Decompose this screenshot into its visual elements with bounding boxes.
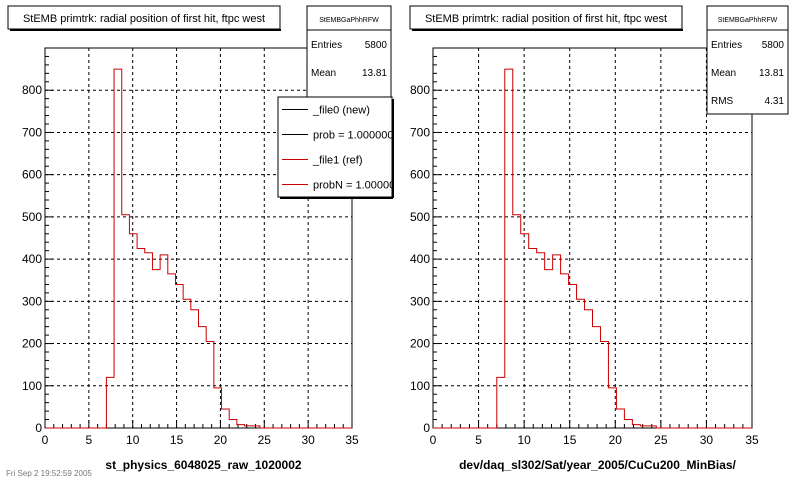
chart1-legend: _file0 (new) prob = 1.000000 _file1 (ref) p… (277, 96, 401, 199)
chart2-ytick-label: 800 (410, 83, 430, 97)
chart1-xtick-label: 35 (345, 433, 359, 447)
chart2-stats-box (706, 5, 789, 115)
chart2-xtick-label: 10 (517, 433, 531, 447)
chart2-stats-label-mean: Mean (711, 68, 736, 79)
chart1-title: StEMB primtrk: radial position of first … (23, 13, 265, 25)
chart1-ytick-label: 100 (22, 379, 42, 393)
chart2-xtick-label: 30 (700, 433, 714, 447)
chart1-xtick-label: 30 (301, 433, 315, 447)
chart2-ytick-label: 500 (410, 210, 430, 224)
footer-timestamp: Fri Sep 2 19:52:59 2005 (6, 469, 92, 478)
legend-entry-label-3: probN = 1.000000 (313, 180, 401, 192)
chart2-xtick-label: 0 (430, 433, 437, 447)
chart2-frame (432, 47, 753, 429)
legend-entry-label-1: prob = 1.000000 (313, 130, 393, 142)
chart1-ytick-label: 400 (22, 252, 42, 266)
chart1-series-0-histogram (45, 68, 352, 429)
chart1: 0 5 10 15 20 25 30 35 0 100 200 300 400 500 600 700 800 s… (7, 5, 401, 472)
chart2-ytick-label: 0 (423, 421, 430, 435)
chart1-stats-name: StEMBGaPhhRFW (319, 17, 379, 24)
chart2-ytick-label: 300 (410, 294, 430, 308)
chart1-ytick-label: 300 (22, 294, 42, 308)
chart2-stats-name: StEMBGaPhhRFW (718, 17, 778, 24)
chart1-legend-box (277, 96, 393, 198)
chart2-stats-value-mean: 13.81 (759, 68, 784, 79)
chart2-xtick-label: 20 (609, 433, 623, 447)
chart2-stats-value-entries: 5800 (762, 40, 785, 51)
chart1-ytick-label: 800 (22, 83, 42, 97)
chart2-xlabel: dev/daq_sl302/Sat/year_2005/CuCu200_MinB… (459, 458, 736, 472)
chart2-stats-label-entries: Entries (711, 40, 742, 51)
chart1-xtick-label: 15 (170, 433, 184, 447)
chart1-stats-box (306, 5, 392, 115)
chart2-xtick-label: 15 (563, 433, 577, 447)
chart1-xtick-label: 20 (214, 433, 228, 447)
chart2-xtick-label: 35 (745, 433, 759, 447)
chart1-ytick-label: 600 (22, 168, 42, 182)
chart2-ytick-label: 200 (410, 337, 430, 351)
chart2-ytick-label: 700 (410, 125, 430, 139)
chart2-stats-label-rms: RMS (711, 96, 734, 107)
chart1-xtick-label: 25 (258, 433, 272, 447)
chart2-xtick-label: 5 (475, 433, 482, 447)
chart2-ytick-label: 600 (410, 168, 430, 182)
legend-entry-label-0: _file0 (new) (312, 105, 370, 117)
chart2-ytick-label: 400 (410, 252, 430, 266)
chart1-xlabel: st_physics_6048025_raw_1020002 (105, 458, 301, 472)
chart2: 0 5 10 15 20 25 30 35 0 100 200 300 400 500 600 700 800 d… (409, 5, 789, 472)
chart1-xtick-label: 0 (42, 433, 49, 447)
chart1-stats-value-entries: 5800 (365, 40, 388, 51)
chart2-title: StEMB primtrk: radial position of first … (425, 13, 667, 25)
chart2-series-0-histogram (433, 68, 752, 429)
chart2-ytick-label: 100 (410, 379, 430, 393)
chart1-xtick-label: 10 (126, 433, 140, 447)
chart2-stats-value-rms: 4.31 (765, 96, 785, 107)
legend-entry-label-2: _file1 (ref) (312, 155, 363, 167)
chart1-ytick-label: 500 (22, 210, 42, 224)
chart1-stats-label-entries: Entries (311, 40, 342, 51)
chart1-stats-value-mean: 13.81 (362, 68, 387, 79)
chart2-xtick-label: 25 (654, 433, 668, 447)
chart1-ytick-label: 200 (22, 337, 42, 351)
chart1-stats-label-mean: Mean (311, 68, 336, 79)
chart1-ytick-label: 0 (35, 421, 42, 435)
chart1-xtick-label: 5 (86, 433, 93, 447)
chart1-ytick-label: 700 (22, 125, 42, 139)
